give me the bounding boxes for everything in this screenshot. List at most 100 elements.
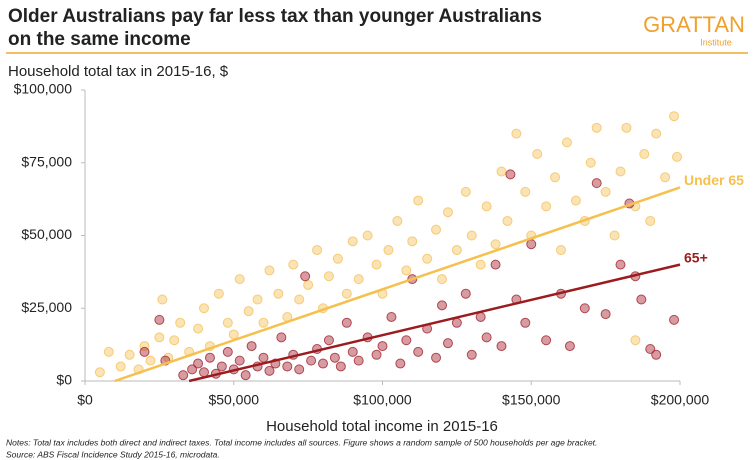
point — [505, 169, 516, 180]
point — [234, 355, 245, 366]
point — [645, 215, 656, 226]
point — [303, 279, 314, 290]
point — [154, 332, 165, 343]
point — [496, 341, 507, 352]
y-tick-label: $50,000 — [21, 226, 72, 242]
point — [222, 346, 233, 357]
point — [413, 195, 424, 206]
point — [294, 294, 305, 305]
point — [300, 271, 311, 282]
x-tick-label: $50,000 — [208, 392, 259, 408]
point — [401, 265, 412, 276]
point — [579, 303, 590, 314]
point — [222, 317, 233, 328]
point — [178, 370, 189, 381]
point — [228, 329, 239, 340]
point — [600, 309, 611, 320]
point — [532, 149, 543, 160]
point — [407, 236, 418, 247]
point — [347, 346, 358, 357]
point — [371, 349, 382, 360]
point — [645, 343, 656, 354]
point — [258, 317, 269, 328]
point — [386, 311, 397, 322]
point — [103, 346, 114, 357]
point — [475, 259, 486, 270]
point — [252, 294, 263, 305]
point — [431, 352, 442, 363]
point — [541, 201, 552, 212]
point — [550, 172, 561, 183]
point — [139, 346, 150, 357]
point — [193, 358, 204, 369]
point — [591, 178, 602, 189]
trend-line — [188, 263, 681, 383]
point — [431, 224, 442, 235]
point — [395, 358, 406, 369]
point — [520, 317, 531, 328]
x-tick-label: $0 — [77, 392, 93, 408]
point — [600, 186, 611, 197]
point — [234, 274, 245, 285]
point — [609, 230, 620, 241]
point — [347, 236, 358, 247]
point — [672, 151, 683, 162]
point — [422, 253, 433, 264]
x-tick-label: $100,000 — [353, 392, 412, 408]
point — [353, 274, 364, 285]
point — [451, 245, 462, 256]
point — [636, 294, 647, 305]
point — [240, 370, 251, 381]
point — [490, 239, 501, 250]
y-tick-label: $25,000 — [21, 299, 72, 315]
point — [413, 346, 424, 357]
point — [401, 335, 412, 346]
point — [615, 166, 626, 177]
point — [187, 364, 198, 375]
point — [481, 201, 492, 212]
point — [243, 306, 254, 317]
legend-label: Under 65 — [684, 172, 744, 188]
point — [282, 361, 293, 372]
point — [591, 122, 602, 133]
point — [273, 288, 284, 299]
logo: GRATTAN — [643, 12, 745, 37]
point — [157, 294, 168, 305]
y-tick-label: $100,000 — [14, 81, 73, 97]
point — [615, 259, 626, 270]
point — [193, 323, 204, 334]
point — [651, 128, 662, 139]
point — [490, 259, 501, 270]
point — [639, 149, 650, 160]
point — [651, 349, 662, 360]
point — [556, 245, 566, 256]
point — [669, 314, 680, 325]
point — [258, 352, 269, 363]
point — [511, 128, 522, 139]
point — [175, 317, 186, 328]
point — [466, 349, 477, 360]
point — [124, 349, 135, 360]
trend-line — [114, 186, 681, 383]
point — [460, 186, 471, 197]
point — [460, 288, 471, 299]
point — [323, 271, 334, 282]
point — [669, 111, 680, 122]
point — [199, 303, 209, 314]
point — [335, 361, 346, 372]
point — [621, 122, 632, 133]
point — [276, 332, 287, 343]
point — [377, 341, 388, 352]
y-tick-label: $0 — [56, 372, 72, 388]
point — [323, 335, 334, 346]
point — [392, 215, 403, 226]
point — [294, 364, 305, 375]
point — [466, 230, 477, 241]
point — [341, 317, 352, 328]
note: Source: ABS Fiscal Incidence Study 2015-… — [6, 449, 220, 459]
point — [246, 341, 257, 352]
point — [115, 361, 126, 372]
point — [442, 338, 453, 349]
point — [437, 300, 447, 311]
